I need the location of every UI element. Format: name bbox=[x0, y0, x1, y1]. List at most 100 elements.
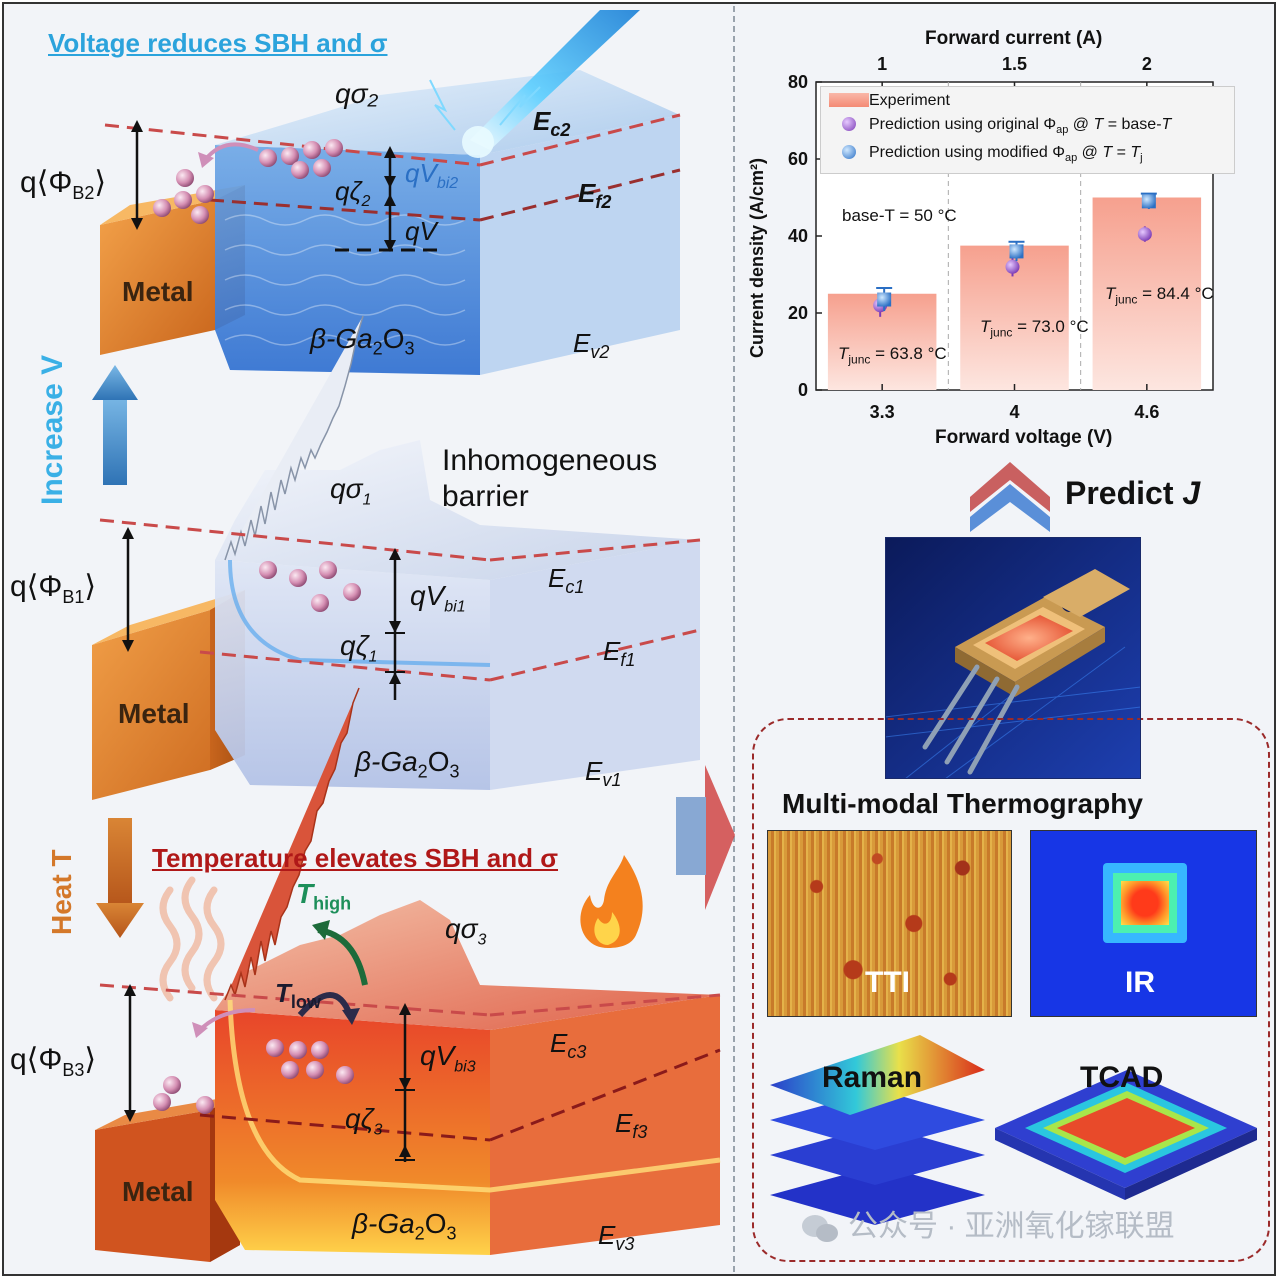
base-t-annotation: base-T = 50 °C bbox=[842, 206, 957, 225]
qvbi3-label: qVbi3 bbox=[420, 1040, 476, 1076]
qv-label: qV bbox=[405, 216, 437, 246]
raman-label: Raman bbox=[822, 1061, 923, 1094]
y-tick-label: 40 bbox=[788, 226, 808, 246]
qzeta1-label: qζ1 bbox=[340, 630, 378, 666]
tcad-image bbox=[995, 1070, 1257, 1200]
increase-v-arrow bbox=[92, 365, 138, 485]
middle-block bbox=[92, 315, 701, 800]
chart-top-axis-label: Forward current (A) bbox=[925, 28, 1103, 49]
metal-block-top bbox=[100, 200, 215, 355]
tjunc-annotation-3: Tjunc = 84.4 °C bbox=[1105, 284, 1214, 307]
heat-t-arrow bbox=[96, 818, 144, 938]
ec2-label: Ec2 bbox=[533, 106, 571, 141]
y-tick-label: 60 bbox=[788, 149, 808, 169]
panel-divider bbox=[733, 6, 735, 1272]
ec3-label: Ec3 bbox=[550, 1028, 587, 1063]
ga2o3-label-middle: β-Ga2O3 bbox=[355, 746, 460, 782]
barrier-label: barrier bbox=[442, 480, 529, 513]
point-original-2 bbox=[1005, 259, 1020, 274]
electrons-top bbox=[153, 139, 343, 224]
thermography-box bbox=[752, 718, 1270, 1262]
flow-arrow-right bbox=[676, 765, 735, 910]
ef2-label: Ef2 bbox=[578, 178, 612, 213]
ef1-label: Ef1 bbox=[603, 636, 636, 671]
electrons-middle bbox=[259, 561, 361, 612]
sigma2-label: qσ₂ bbox=[335, 78, 379, 109]
x-tick-label: 4.6 bbox=[1134, 402, 1159, 422]
predict-j-label: Predict J bbox=[1065, 475, 1201, 511]
tjunc-annotation-2: Tjunc = 73.0 °C bbox=[980, 317, 1089, 340]
ec1-label: Ec1 bbox=[548, 563, 585, 598]
left-panel-illustration bbox=[92, 10, 735, 1262]
top-tick-label: 2 bbox=[1142, 54, 1152, 74]
top-tick-label: 1 bbox=[877, 54, 887, 74]
y-tick-label: 0 bbox=[798, 380, 808, 400]
sigma3-label: qσ3 bbox=[445, 913, 487, 949]
metal-block-bottom bbox=[95, 1095, 240, 1262]
legend-swatch-modified bbox=[842, 145, 856, 159]
legend-swatch-experiment bbox=[829, 93, 869, 107]
tti-image bbox=[767, 830, 1012, 1017]
metal-label-bottom: Metal bbox=[122, 1176, 194, 1207]
point-modified-1 bbox=[877, 292, 892, 307]
y-tick-label: 80 bbox=[788, 72, 808, 92]
ga2o3-label-bottom: β-Ga2O3 bbox=[352, 1208, 457, 1244]
phi-b2-label: q⟨ΦB2⟩ bbox=[20, 166, 107, 203]
inhomogeneous-label: Inhomogeneous bbox=[442, 444, 658, 477]
voltage-beam bbox=[470, 10, 640, 150]
ga2o3-label-top: β-Ga2O3 bbox=[310, 323, 415, 359]
thermography-title: Multi-modal Thermography bbox=[782, 788, 1143, 819]
chart-legend: Experiment Prediction using original Φap… bbox=[820, 86, 1235, 174]
qvbi1-label: qVbi1 bbox=[410, 580, 466, 616]
ef3-label: Ef3 bbox=[615, 1108, 648, 1143]
heat-t-label: Heat T bbox=[46, 849, 77, 935]
qzeta3-label: qζ3 bbox=[345, 1103, 383, 1139]
y-tick-label: 20 bbox=[788, 303, 808, 323]
legend-experiment: Experiment bbox=[869, 92, 950, 109]
x-tick-label: 4 bbox=[1009, 402, 1019, 422]
metal-label-top: Metal bbox=[122, 276, 194, 307]
top-block bbox=[100, 10, 681, 375]
point-modified-2 bbox=[1009, 244, 1024, 259]
x-tick-label: 3.3 bbox=[870, 402, 895, 422]
tjunc-annotation-1: Tjunc = 63.8 °C bbox=[838, 344, 947, 367]
legend-modified: Prediction using modified Φap @ T = Tj bbox=[869, 144, 1143, 165]
ev3-label: Ev3 bbox=[598, 1220, 635, 1255]
device-photo-frame bbox=[885, 537, 1141, 779]
legend-swatch-original bbox=[842, 117, 856, 131]
predict-chevron-icon bbox=[970, 462, 1050, 532]
electrons-bottom bbox=[153, 1039, 354, 1114]
raman-image bbox=[770, 1035, 985, 1225]
chart-x-axis-label: Forward voltage (V) bbox=[935, 427, 1113, 448]
t-high-label: Thigh bbox=[296, 878, 352, 914]
sigma1-label: qσ1 bbox=[330, 473, 372, 509]
increase-v-label: Increase V bbox=[36, 354, 69, 505]
ga2o3-block-top bbox=[215, 145, 480, 375]
top-tick-label: 1.5 bbox=[1002, 54, 1027, 74]
ev2-label: Ev2 bbox=[573, 328, 610, 363]
ev1-label: Ev1 bbox=[585, 756, 622, 791]
bottom-block bbox=[95, 687, 721, 1262]
device-photo bbox=[885, 537, 1141, 779]
ir-image bbox=[1030, 830, 1257, 1017]
wechat-icon bbox=[802, 1215, 838, 1242]
tcad-label: TCAD bbox=[1080, 1061, 1164, 1094]
heat-wave-icon bbox=[159, 876, 225, 1002]
tti-label: TTI bbox=[865, 966, 910, 999]
metal-label-middle: Metal bbox=[118, 698, 190, 729]
ir-label: IR bbox=[1125, 966, 1155, 999]
point-original-3 bbox=[1137, 227, 1152, 242]
bottom-title: Temperature elevates SBH and σ bbox=[152, 843, 559, 873]
qzeta2-label: qζ2 bbox=[335, 176, 371, 211]
point-modified-3 bbox=[1141, 194, 1156, 209]
t-low-label: Tlow bbox=[275, 978, 321, 1013]
legend-original: Prediction using original Φap @ T = base… bbox=[869, 116, 1172, 137]
top-title: Voltage reduces SBH and σ bbox=[48, 28, 388, 58]
chart-y-axis-label: Current density (A/cm²) bbox=[747, 157, 767, 358]
phi-b1-label: q⟨ΦB1⟩ bbox=[10, 570, 97, 607]
qvbi2-label: qVbi2 bbox=[405, 158, 459, 193]
flame-icon bbox=[580, 855, 643, 948]
ga2o3-block-middle bbox=[215, 560, 490, 790]
phi-b3-label: q⟨ΦB3⟩ bbox=[10, 1043, 97, 1080]
watermark-text: 公众号 · 亚洲氧化镓联盟 bbox=[848, 1210, 1175, 1243]
